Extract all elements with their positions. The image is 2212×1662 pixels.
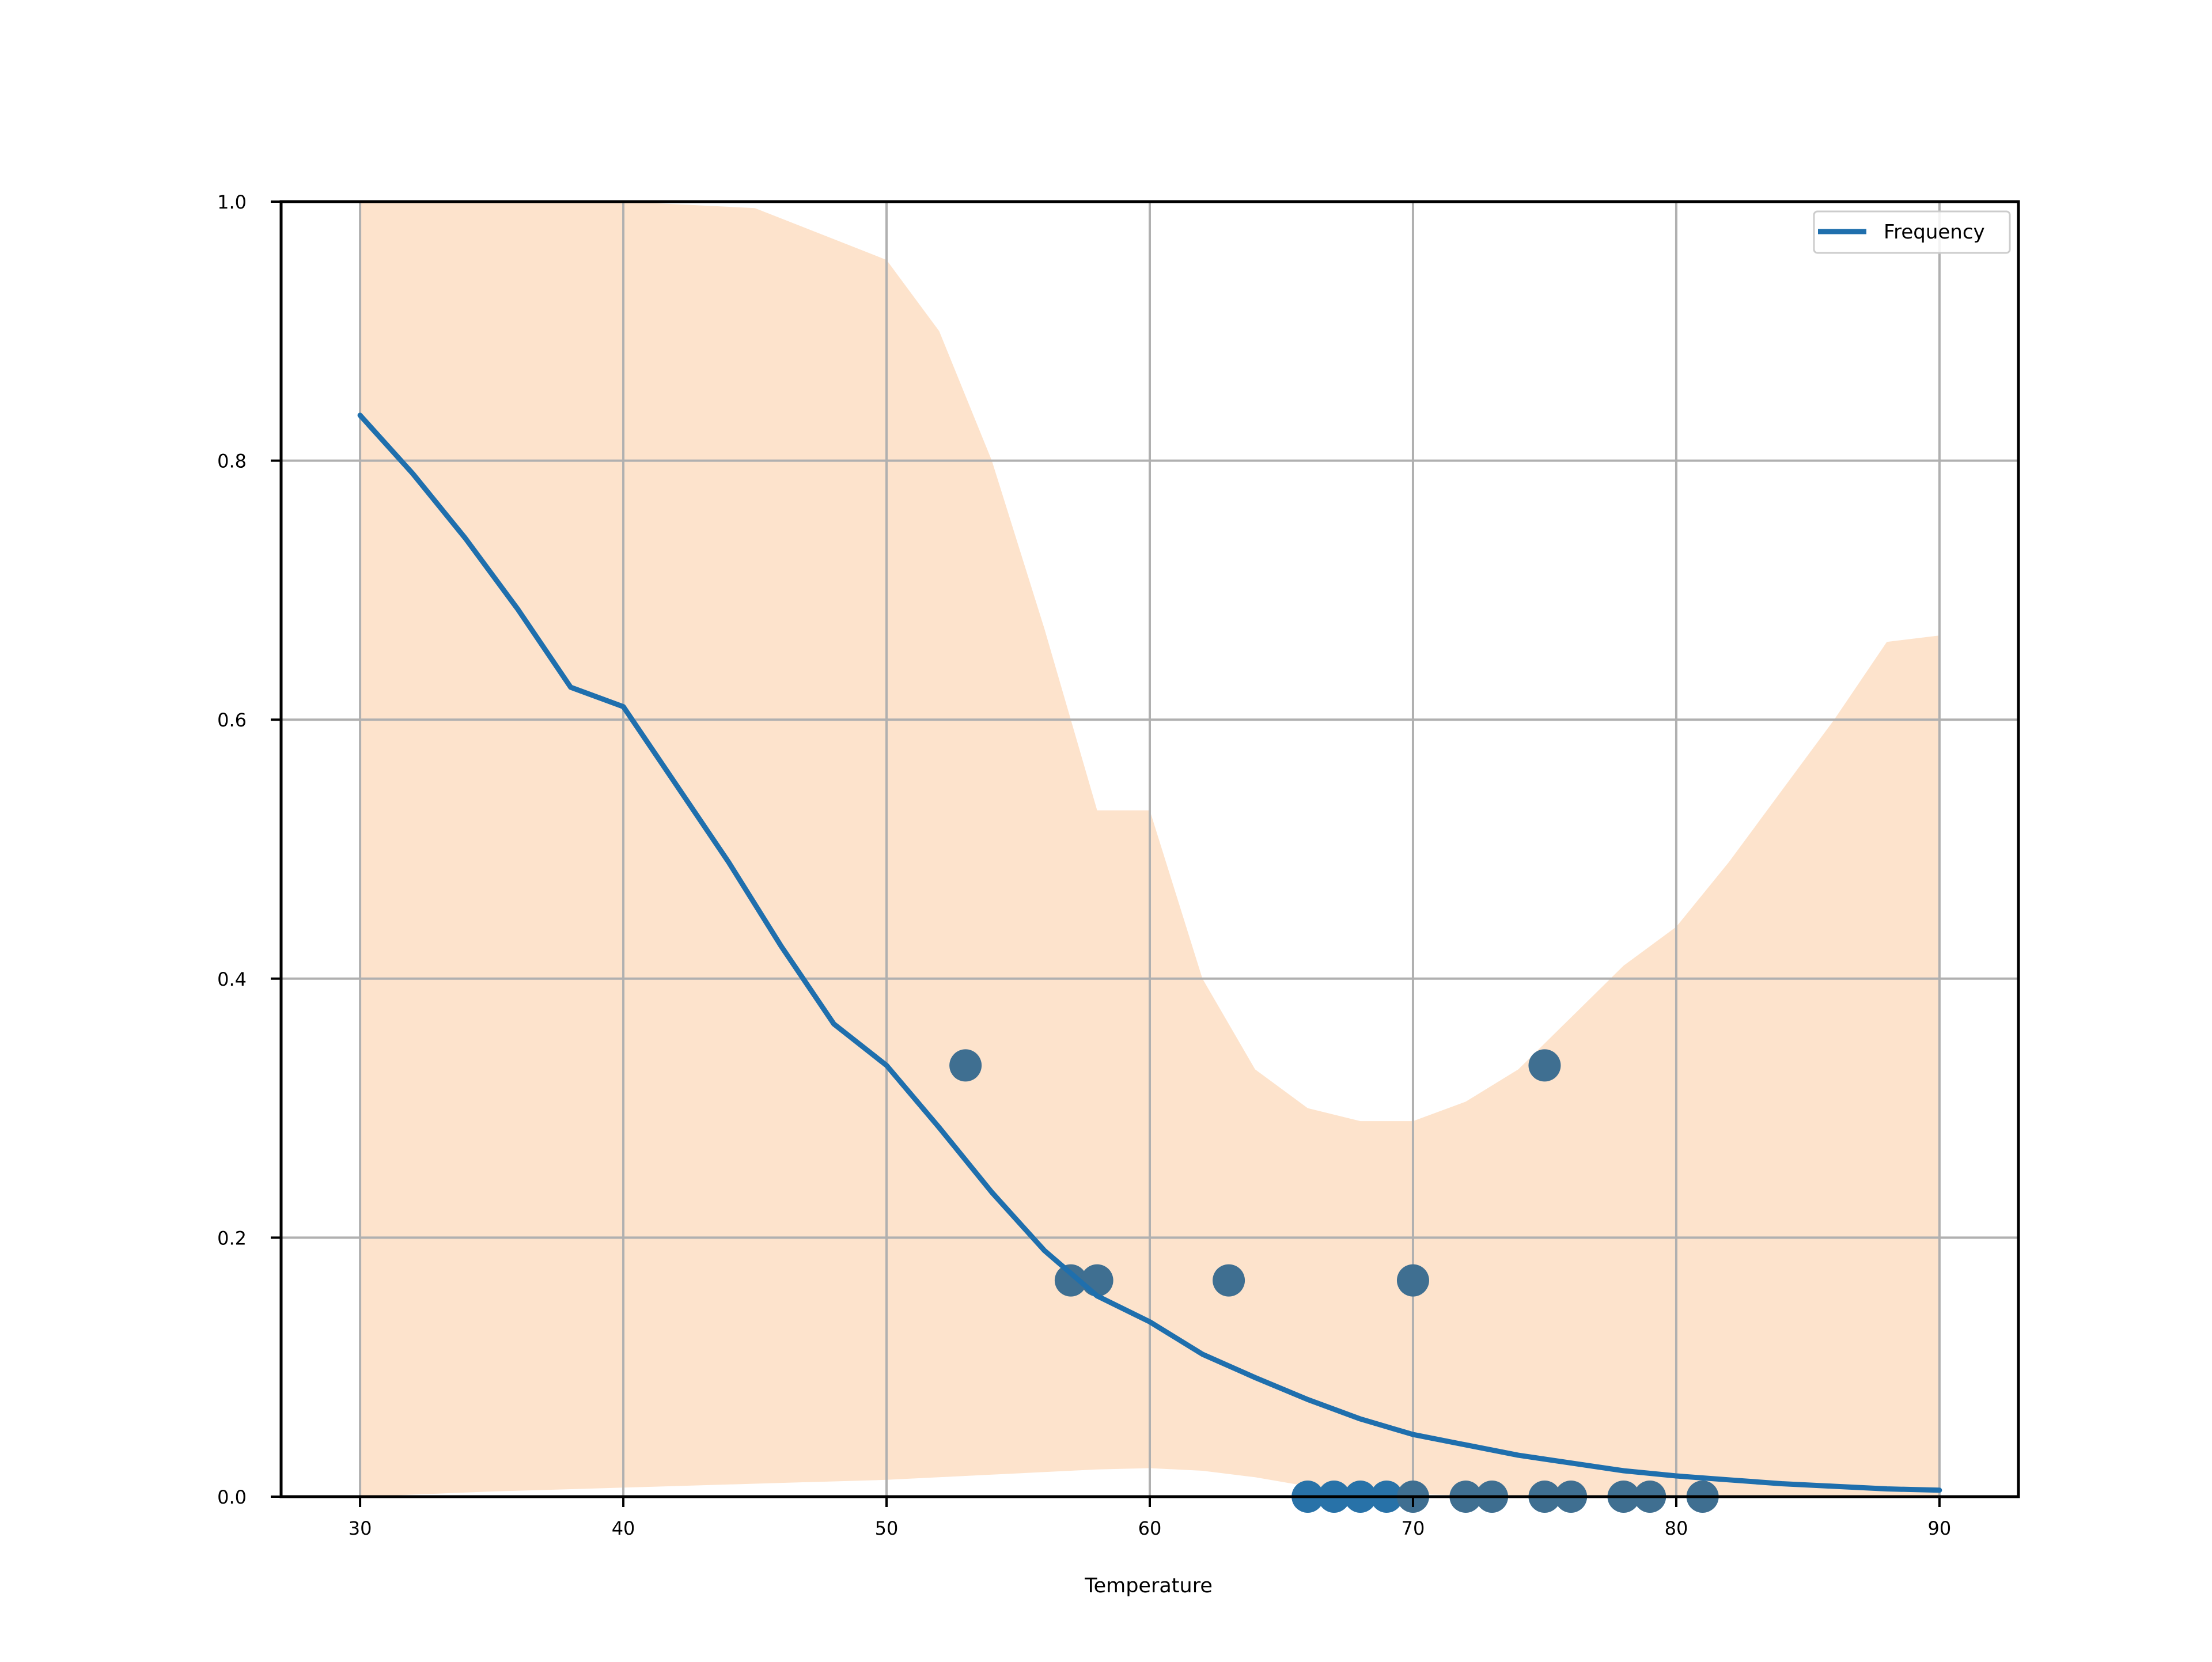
legend-box	[1813, 210, 2011, 254]
y-tick-label: 0.0	[217, 1486, 247, 1508]
x-tick-label: 90	[1928, 1517, 1952, 1539]
series-line-frequency	[357, 412, 1942, 1493]
legend-label-frequency: Frequency	[1884, 221, 1985, 244]
ticks-layer: 30 40 50 60 70 80 90 0.0 0.2 0.4 0.6 0.8 1.0	[217, 191, 1951, 1539]
y-tick-label: 0.8	[217, 450, 247, 472]
y-tick-label: 0.2	[217, 1227, 247, 1249]
x-tick-label: 30	[349, 1517, 372, 1539]
x-tick-label: 40	[612, 1517, 635, 1539]
x-tick-label: 60	[1138, 1517, 1162, 1539]
scatter-point	[1396, 1264, 1429, 1297]
scatter-point	[949, 1049, 982, 1082]
y-tick-label: 0.4	[217, 968, 247, 990]
y-tick-label: 1.0	[217, 191, 247, 213]
scatter-point	[1081, 1264, 1113, 1297]
frequency-line-layer	[357, 412, 1942, 1493]
x-axis-label: Temperature	[1084, 1574, 1213, 1597]
x-tick-label: 50	[875, 1517, 899, 1539]
scatter-point	[1213, 1264, 1245, 1297]
legend: Frequency	[1813, 210, 2011, 254]
scatter-point	[1054, 1264, 1087, 1297]
y-tick-label: 0.6	[217, 709, 247, 731]
x-tick-label: 70	[1402, 1517, 1425, 1539]
x-tick-label: 80	[1665, 1517, 1688, 1539]
scatter-point	[1528, 1049, 1561, 1082]
